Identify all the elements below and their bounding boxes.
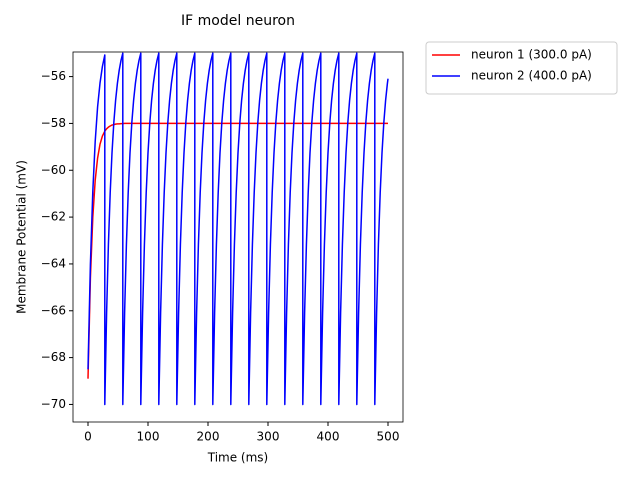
x-tick-label: 500	[377, 430, 400, 444]
x-axis-label: Time (ms)	[207, 451, 269, 465]
y-tick-label: −70	[41, 397, 66, 411]
y-tick-label: −60	[41, 163, 66, 177]
axes-frame	[72, 51, 404, 423]
x-tick-label: 400	[317, 430, 340, 444]
legend-label: neuron 2 (400.0 pA)	[471, 69, 592, 83]
x-tick-label: 0	[84, 430, 92, 444]
legend-label: neuron 1 (300.0 pA)	[471, 48, 592, 62]
legend-box	[425, 41, 618, 95]
y-tick-label: −58	[41, 116, 66, 130]
series-line	[87, 52, 389, 406]
x-tick-label: 200	[197, 430, 220, 444]
y-axis-label: Membrane Potential (mV)	[15, 160, 29, 314]
y-tick-label: −62	[41, 210, 66, 224]
series-line	[87, 122, 389, 379]
chart-title: IF model neuron	[181, 13, 295, 29]
y-tick-label: −64	[41, 256, 66, 270]
y-tick-label: −66	[41, 303, 66, 317]
x-tick-label: 100	[137, 430, 160, 444]
y-tick-label: −56	[41, 69, 66, 83]
x-tick-label: 300	[257, 430, 280, 444]
y-tick-label: −68	[41, 350, 66, 364]
